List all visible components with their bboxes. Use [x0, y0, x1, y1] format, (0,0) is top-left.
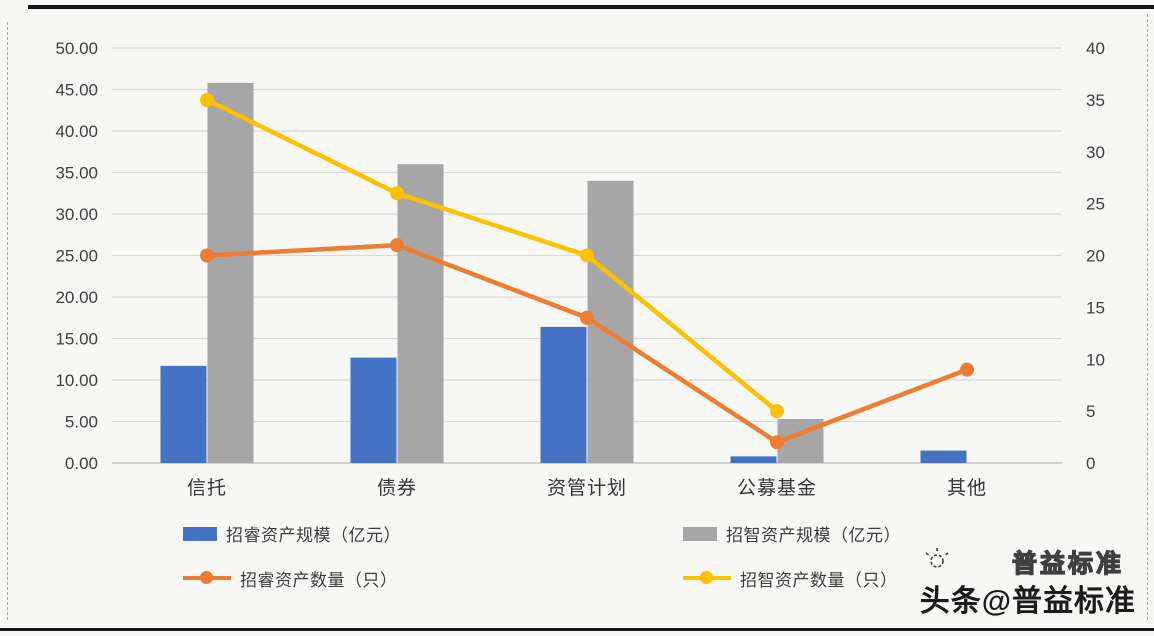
line-swatch-yellow	[683, 571, 731, 586]
svg-text:50.00: 50.00	[55, 39, 98, 58]
watermark-main-text: 头条@普益标准	[919, 585, 1136, 618]
right-dashed-border	[1147, 14, 1148, 620]
svg-text:30.00: 30.00	[55, 205, 98, 224]
svg-text:25.00: 25.00	[55, 247, 98, 266]
svg-text:10.00: 10.00	[55, 371, 98, 390]
svg-text:资管计划: 资管计划	[547, 477, 627, 499]
legend-item-zhaozhi-count: 招智资产数量（只）	[683, 566, 898, 591]
svg-text:20.00: 20.00	[55, 288, 98, 307]
svg-text:35: 35	[1086, 91, 1105, 110]
svg-text:15.00: 15.00	[55, 330, 98, 349]
bar-swatch-blue	[183, 526, 217, 541]
watermark-ghost-text: 普益标准	[1011, 549, 1124, 578]
svg-text:40.00: 40.00	[55, 122, 98, 141]
svg-text:35.00: 35.00	[55, 164, 98, 183]
svg-text:40: 40	[1086, 39, 1105, 58]
svg-text:债券: 债券	[377, 477, 417, 499]
line-swatch-orange	[183, 571, 231, 586]
svg-text:5: 5	[1086, 402, 1095, 421]
bottom-border-line	[0, 628, 1154, 631]
legend-item-zhaozhi-scale: 招智资产规模（亿元）	[683, 521, 901, 546]
svg-text:25: 25	[1086, 195, 1105, 214]
legend-label: 招睿资产数量（只）	[240, 571, 398, 590]
legend-item-zhaorui-scale: 招睿资产规模（亿元）	[183, 521, 401, 546]
legend-label: 招智资产数量（只）	[740, 571, 898, 590]
svg-text:其他: 其他	[947, 477, 987, 499]
svg-text:15: 15	[1086, 298, 1105, 317]
svg-text:10: 10	[1086, 350, 1105, 369]
svg-text:30: 30	[1086, 143, 1105, 162]
legend-label: 招睿资产规模（亿元）	[226, 526, 401, 545]
left-dashed-border	[7, 22, 8, 620]
legend-item-zhaorui-count: 招睿资产数量（只）	[183, 566, 398, 591]
bar-swatch-gray	[683, 526, 717, 541]
svg-text:45.00: 45.00	[55, 81, 98, 100]
burst-icon	[925, 548, 949, 568]
svg-text:公募基金: 公募基金	[737, 477, 817, 499]
svg-text:信托: 信托	[187, 477, 227, 499]
svg-text:5.00: 5.00	[65, 413, 98, 432]
legend-label: 招智资产规模（亿元）	[726, 526, 901, 545]
watermark: 普益标准 头条@普益标准	[886, 546, 1136, 626]
svg-text:0.00: 0.00	[65, 454, 98, 473]
svg-text:0: 0	[1086, 454, 1095, 473]
chart-canvas: 0.00 5.00 10.00 15.00 20.00 25.00 30.00 35.00 40…	[55, 39, 1105, 499]
svg-text:20: 20	[1086, 247, 1105, 266]
top-border-line	[28, 5, 1154, 9]
